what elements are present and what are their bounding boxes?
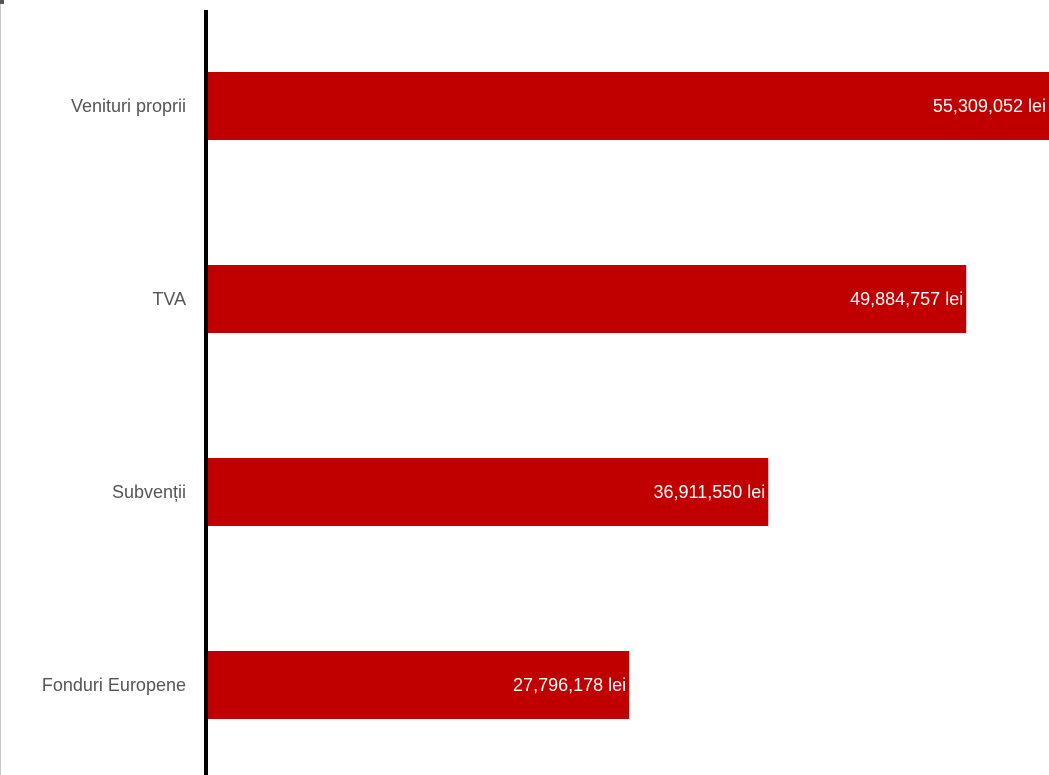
value-label: 55,309,052 lei [933, 96, 1046, 116]
value-label: 49,884,757 lei [850, 289, 963, 309]
bar-2 [205, 265, 967, 333]
corner-mark [0, 0, 4, 4]
category-label: Fonduri Europene [42, 675, 186, 695]
category-label: TVA [152, 289, 186, 309]
bar-4 [205, 651, 630, 719]
bar-3 [205, 458, 769, 526]
category-label: Subvenții [112, 482, 186, 502]
left-border-line [0, 0, 1, 775]
category-label: Venituri proprii [71, 96, 186, 116]
value-label: 27,796,178 lei [513, 675, 626, 695]
bar-1 [205, 72, 1049, 140]
value-label: 36,911,550 lei [653, 482, 765, 502]
